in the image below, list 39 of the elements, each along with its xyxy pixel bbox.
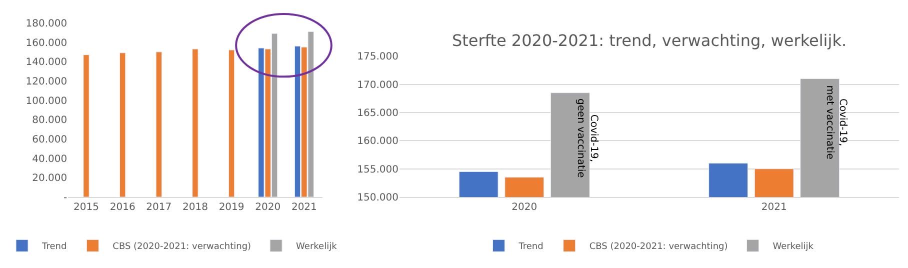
y-tick-label: 60.000 — [32, 134, 68, 146]
annotation: Covid-19, met vaccinatie — [824, 85, 848, 160]
chart-title: Sterfte 2020-2021: trend, verwachting, werkelijk. — [452, 31, 847, 50]
y-tick-label: 170.000 — [357, 80, 399, 91]
y-tick-label: 180.000 — [26, 18, 68, 30]
y-tick-label: 155.000 — [357, 164, 399, 176]
legend-label: Trend — [518, 242, 544, 252]
y-tick-label: 20.000 — [32, 173, 68, 184]
y-tick-label: 140.000 — [26, 57, 68, 68]
y-tick-label: 160.000 — [357, 136, 399, 148]
bar — [83, 54, 90, 197]
legend-label: Werkelijk — [772, 242, 814, 252]
bar — [156, 52, 162, 197]
y-tick-label: 150.000 — [357, 192, 399, 204]
bar — [120, 52, 126, 197]
y-tick-label: 165.000 — [357, 108, 399, 120]
x-tick-label: 2021 — [291, 202, 317, 213]
legend-label: CBS (2020-2021: verwachting) — [112, 242, 252, 252]
y-tick-label: 100.000 — [26, 96, 68, 107]
y-tick-label: 40.000 — [32, 154, 68, 165]
x-tick-label: 2020 — [255, 202, 281, 213]
legend-label: CBS (2020-2021: verwachting) — [589, 242, 728, 252]
y-tick-label: - — [63, 192, 68, 204]
x-tick-label: 2020 — [512, 202, 538, 213]
annotation: Covid-19, geen vaccinatie — [575, 98, 600, 178]
x-tick-label: 2018 — [182, 202, 208, 213]
bar — [192, 48, 198, 197]
legend-label: Werkelijk — [296, 242, 338, 252]
x-tick-label: 2021 — [761, 202, 787, 213]
y-tick-label: 120.000 — [26, 76, 68, 88]
y-tick-label: 80.000 — [32, 115, 68, 126]
x-tick-label: 2015 — [74, 202, 99, 213]
x-tick-label: 2019 — [218, 202, 244, 213]
legend-label: Trend — [41, 242, 67, 252]
y-tick-label: 160.000 — [26, 38, 68, 49]
x-tick-label: 2016 — [110, 202, 136, 213]
y-tick-label: 175.000 — [357, 52, 399, 63]
bar — [228, 50, 235, 197]
x-tick-label: 2017 — [146, 202, 172, 213]
